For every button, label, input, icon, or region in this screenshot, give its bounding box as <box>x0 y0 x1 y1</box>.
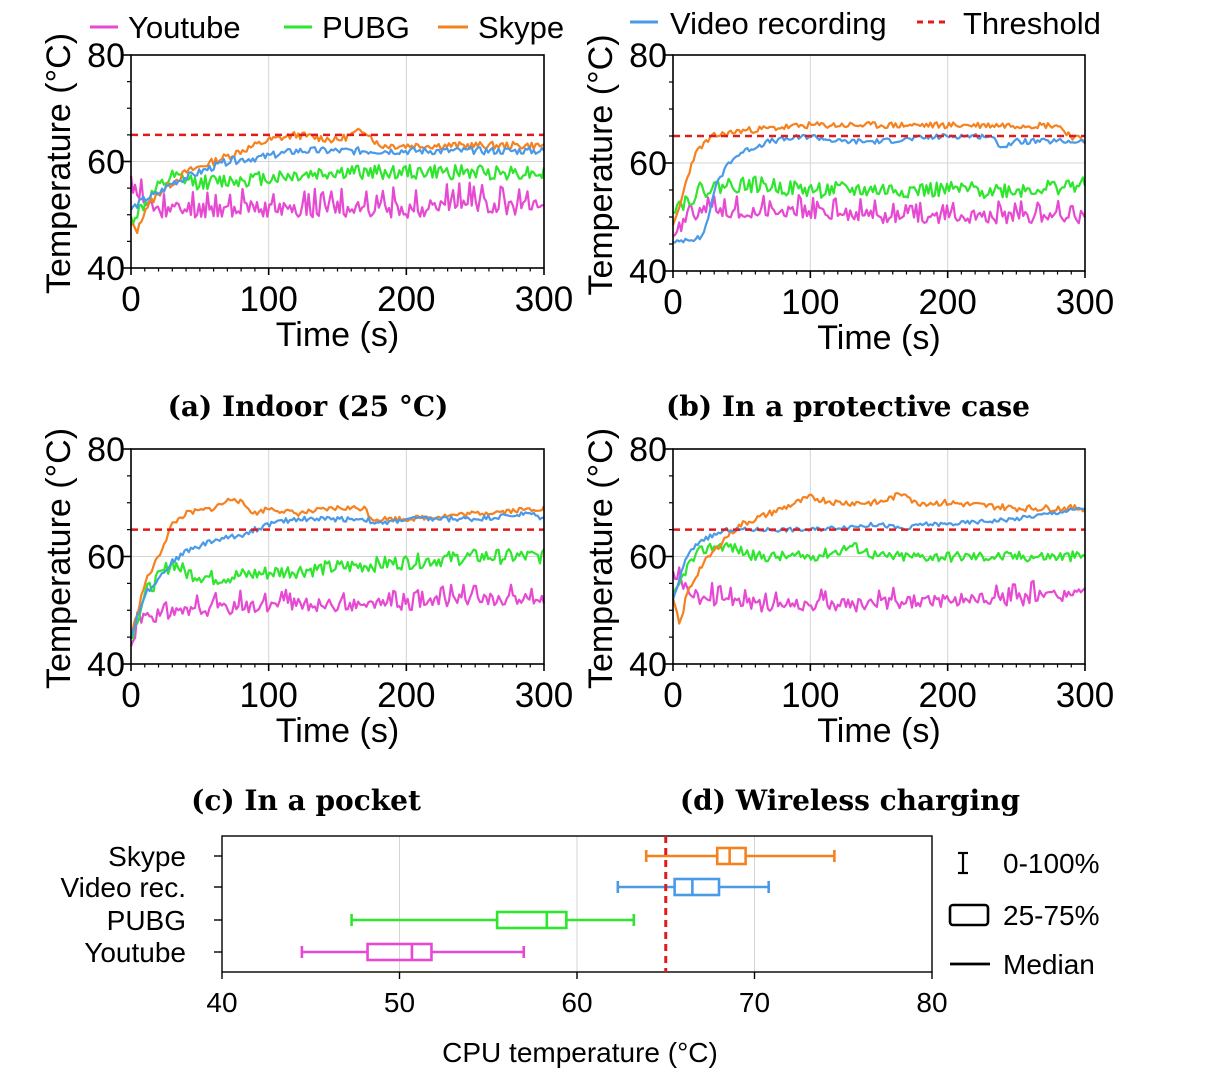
series-line-pubg <box>671 541 1086 597</box>
iqr-box <box>495 910 568 930</box>
x-tick-label: 0 <box>121 676 140 715</box>
category-label-youtube: Youtube <box>84 937 186 968</box>
y-axis-label: Temperature (°C) <box>40 33 78 294</box>
x-tick-label: 300 <box>515 280 573 319</box>
y-tick-label: 80 <box>629 431 667 469</box>
y-tick-label: 60 <box>87 539 125 577</box>
x-tick-label: 200 <box>918 283 976 322</box>
x-axis-label: Time (s) <box>276 712 399 750</box>
series-line-pubg <box>129 163 546 225</box>
boxplot-panel: 40 50 60 70 80 CPU temperature (°C) SkypeVideo… <box>60 835 1100 1068</box>
x-tick-label: 100 <box>781 283 839 322</box>
caption-a: (a) Indoor (25 °C) <box>168 390 449 423</box>
x-tick-label: 300 <box>515 676 573 715</box>
x-tick-label: 60 <box>561 987 592 1018</box>
caption-d: (d) Wireless charging <box>680 784 1020 817</box>
y-tick-label: 60 <box>87 144 125 182</box>
box-icon <box>948 903 990 927</box>
y-tick-label: 80 <box>87 37 125 75</box>
x-tick-label: 100 <box>239 676 297 715</box>
y-tick-label: 80 <box>629 37 667 75</box>
iqr-box <box>366 942 433 962</box>
series-line-skype <box>671 492 1086 625</box>
caption-b: (b) In a protective case <box>666 390 1030 423</box>
x-tick-label: 200 <box>918 676 976 715</box>
iqr-box <box>715 846 747 866</box>
box-youtube <box>300 942 526 962</box>
x-tick-label: 0 <box>121 280 140 319</box>
x-tick-label: 0 <box>663 676 682 715</box>
legend-pubg-label: PUBG <box>322 10 410 45</box>
x-tick-label: 200 <box>377 280 435 319</box>
y-axis-label: Temperature (°C) <box>582 428 620 689</box>
y-tick-label: 60 <box>629 539 667 577</box>
x-axis-label: Time (s) <box>817 712 940 750</box>
x-tick-label: 40 <box>206 987 237 1018</box>
x-tick-label: 100 <box>781 676 839 715</box>
series-line-video-recording <box>672 132 1086 244</box>
series-line-skype <box>671 120 1086 226</box>
category-label-skype: Skype <box>108 841 186 872</box>
box-skype <box>644 846 836 866</box>
whisker-icon <box>958 851 968 875</box>
boxplot-legend-label: Median <box>1003 949 1095 980</box>
boxplot-legend-label: 0-100% <box>1003 848 1100 879</box>
x-tick-label: 0 <box>663 283 682 322</box>
boxplot-legend-label: 25-75% <box>1003 900 1100 931</box>
series-line-video-recording <box>671 506 1086 600</box>
x-axis-label: CPU temperature (°C) <box>442 1037 718 1068</box>
legend-threshold-label: Threshold <box>963 6 1101 41</box>
y-tick-label: 80 <box>87 431 125 469</box>
panel-protective-case: 0 100 200 300 40 60 80 Time (s) Temperature (°C) <box>582 34 1114 357</box>
legend-youtube-label: Youtube <box>128 10 241 45</box>
series-line-video-recording <box>130 146 545 211</box>
boxplot-legend: 0-100% 25-75% Median <box>948 848 1100 980</box>
y-tick-label: 60 <box>629 145 667 183</box>
panel-pocket: 0 100 200 300 40 60 80 Time (s) Temperature (°C) <box>40 428 573 750</box>
x-tick-label: 100 <box>239 280 297 319</box>
panel-indoor: 0 100 200 300 40 60 80 Time (s) Temperature (°C) <box>40 33 573 354</box>
x-tick-label: 50 <box>384 987 415 1018</box>
y-axis-label: Temperature (°C) <box>40 428 78 689</box>
x-tick-label: 80 <box>916 987 947 1018</box>
box-video-rec <box>616 877 771 897</box>
y-axis-label: Temperature (°C) <box>582 34 620 295</box>
series-line-pubg <box>673 175 1087 214</box>
y-tick-label: 40 <box>87 646 125 684</box>
series-line-youtube <box>129 175 545 219</box>
panel-wireless-charging: 0 100 200 300 40 60 80 Time (s) Temperature (°C) <box>582 428 1114 750</box>
series-line-skype <box>129 497 545 639</box>
y-tick-label: 40 <box>629 253 667 291</box>
series-line-youtube <box>129 583 546 647</box>
series-line-skype <box>130 127 545 235</box>
series-line-youtube <box>671 566 1086 613</box>
series-line-video-recording <box>129 511 544 640</box>
legend-video-label: Video recording <box>670 6 887 41</box>
y-tick-label: 40 <box>87 250 125 288</box>
box-pubg <box>350 910 636 930</box>
x-axis-label: Time (s) <box>276 316 399 354</box>
y-tick-label: 40 <box>629 646 667 684</box>
x-tick-label: 70 <box>739 987 770 1018</box>
caption-c: (c) In a pocket <box>191 784 421 817</box>
x-tick-label: 300 <box>1056 283 1114 322</box>
legend: Youtube PUBG Skype Video recording Thres… <box>90 6 1101 45</box>
x-tick-label: 200 <box>377 676 435 715</box>
category-label-video-rec: Video rec. <box>60 872 186 903</box>
iqr-box <box>673 877 721 897</box>
x-axis-label: Time (s) <box>817 319 940 357</box>
category-label-pubg: PUBG <box>107 905 186 936</box>
series-line-youtube <box>672 194 1086 238</box>
x-tick-label: 300 <box>1056 676 1114 715</box>
legend-skype-label: Skype <box>478 10 564 45</box>
series-line-pubg <box>130 548 545 640</box>
